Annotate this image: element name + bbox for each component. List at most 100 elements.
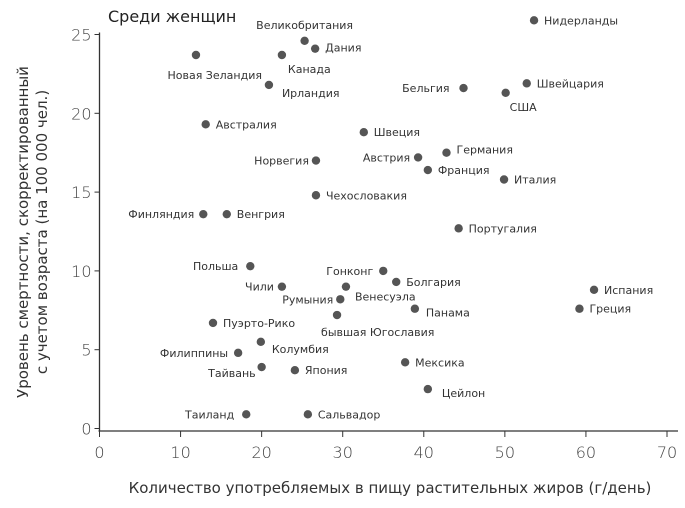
y-tick-label: 0 <box>81 420 91 439</box>
x-tick-label: 70 <box>657 443 677 462</box>
data-point: Швейцария <box>522 77 604 90</box>
point-marker <box>332 310 342 320</box>
point-label: Тайвань <box>207 367 256 380</box>
point-marker <box>201 120 210 129</box>
y-tick-label: 25 <box>71 26 91 45</box>
data-point: Панама <box>410 304 470 320</box>
point-label: Австралия <box>216 118 277 131</box>
data-point: Канада <box>277 50 331 76</box>
point-marker <box>442 148 451 157</box>
point-marker <box>529 16 539 25</box>
point-marker <box>246 261 255 271</box>
x-tick-label: 10 <box>170 443 190 462</box>
point-label: Чехословакия <box>326 189 407 202</box>
x-tick-label: 60 <box>576 443 596 462</box>
point-marker <box>413 153 423 162</box>
data-point: Венгрия <box>222 208 285 221</box>
point-label: Болгария <box>406 276 461 289</box>
point-marker <box>191 50 201 60</box>
point-label: бывшая Югославия <box>321 326 434 339</box>
point-label: Гонконг <box>326 265 373 278</box>
data-point: Гонконг <box>326 265 388 278</box>
point-label: Новая Зеландия <box>167 69 262 82</box>
point-marker <box>208 318 218 328</box>
y-axis-title-line1: Уровень смертности, скорректированный <box>14 66 32 398</box>
point-label: Пуэрто-Рико <box>223 317 295 330</box>
point-label: Цейлон <box>442 387 485 400</box>
point-marker <box>341 282 351 291</box>
point-label: Дания <box>325 42 361 55</box>
point-marker <box>454 224 463 233</box>
point-marker <box>423 165 433 175</box>
data-point: Франция <box>423 164 489 177</box>
point-label: Колумбия <box>272 343 329 356</box>
point-marker <box>575 304 584 313</box>
data-point: Великобритания <box>256 19 353 46</box>
data-point: Пуэрто-Рико <box>208 317 295 330</box>
data-point: США <box>501 88 537 114</box>
data-point: Италия <box>499 173 556 186</box>
point-marker <box>264 80 274 90</box>
data-point: Сальвадор <box>303 408 380 421</box>
point-marker <box>392 277 401 287</box>
point-marker <box>336 295 345 304</box>
x-tick-label: 40 <box>414 443 434 462</box>
point-label: Португалия <box>469 222 537 235</box>
x-tick-label: 30 <box>333 443 353 462</box>
point-marker <box>522 79 531 88</box>
point-marker <box>277 50 287 60</box>
data-point: Польша <box>193 260 255 273</box>
data-point: Мексика <box>400 356 465 369</box>
point-marker <box>501 88 510 98</box>
y-tick-label: 20 <box>71 104 91 123</box>
y-tick-label: 10 <box>71 262 91 281</box>
data-point: Германия <box>442 144 513 157</box>
point-marker <box>311 156 321 165</box>
data-point: Португалия <box>454 222 537 235</box>
chart-title: Среди женщин <box>108 7 236 26</box>
point-label: Мексика <box>415 356 464 369</box>
data-point: Швеция <box>359 126 420 139</box>
data-point: Венесуэла <box>341 282 416 304</box>
data-point: Чехословакия <box>311 189 407 202</box>
point-label: Сальвадор <box>318 408 380 421</box>
data-point: Бельгия <box>402 82 468 95</box>
point-marker <box>290 365 300 375</box>
point-label: США <box>510 101 537 114</box>
data-point: Цейлон <box>423 384 485 400</box>
point-label: Филиппины <box>160 347 228 360</box>
x-tick-label: 0 <box>94 443 104 462</box>
point-marker <box>310 44 320 53</box>
y-axis-title-line2: с учетом возраста (на 100 000 чел.) <box>33 90 51 374</box>
point-marker <box>256 337 266 347</box>
data-point: Чили <box>245 281 287 294</box>
data-point: Новая Зеландия <box>167 50 262 82</box>
data-point: Румыния <box>282 293 345 306</box>
data-point: Филиппины <box>160 347 243 360</box>
point-label: Нидерланды <box>544 14 618 27</box>
point-label: Швейцария <box>537 77 604 90</box>
point-marker <box>359 128 368 137</box>
point-marker <box>400 358 410 367</box>
point-label: Венесуэла <box>355 291 416 304</box>
data-point: Таиланд <box>184 408 251 421</box>
x-tick-label: 20 <box>251 443 271 462</box>
point-label: Норвегия <box>254 155 309 168</box>
data-point: Австралия <box>201 118 277 131</box>
point-marker <box>311 191 321 200</box>
point-label: Румыния <box>282 293 333 306</box>
point-label: Испания <box>604 284 653 297</box>
data-point: Тайвань <box>207 362 266 380</box>
axes: 0 10 20 30 40 50 60 70 0 5 10 15 20 25 <box>71 26 678 462</box>
point-label: Германия <box>456 144 512 157</box>
point-label: Таиланд <box>184 408 235 421</box>
data-point: Австрия <box>363 151 423 164</box>
point-label: Греция <box>589 303 631 316</box>
point-marker <box>499 175 509 184</box>
point-label: Канада <box>288 63 331 76</box>
point-marker <box>222 209 231 219</box>
data-points: Великобритания Дания Новая Зеландия Канада И… <box>128 14 653 421</box>
data-point: Ирландия <box>264 80 339 100</box>
point-marker <box>242 410 251 419</box>
